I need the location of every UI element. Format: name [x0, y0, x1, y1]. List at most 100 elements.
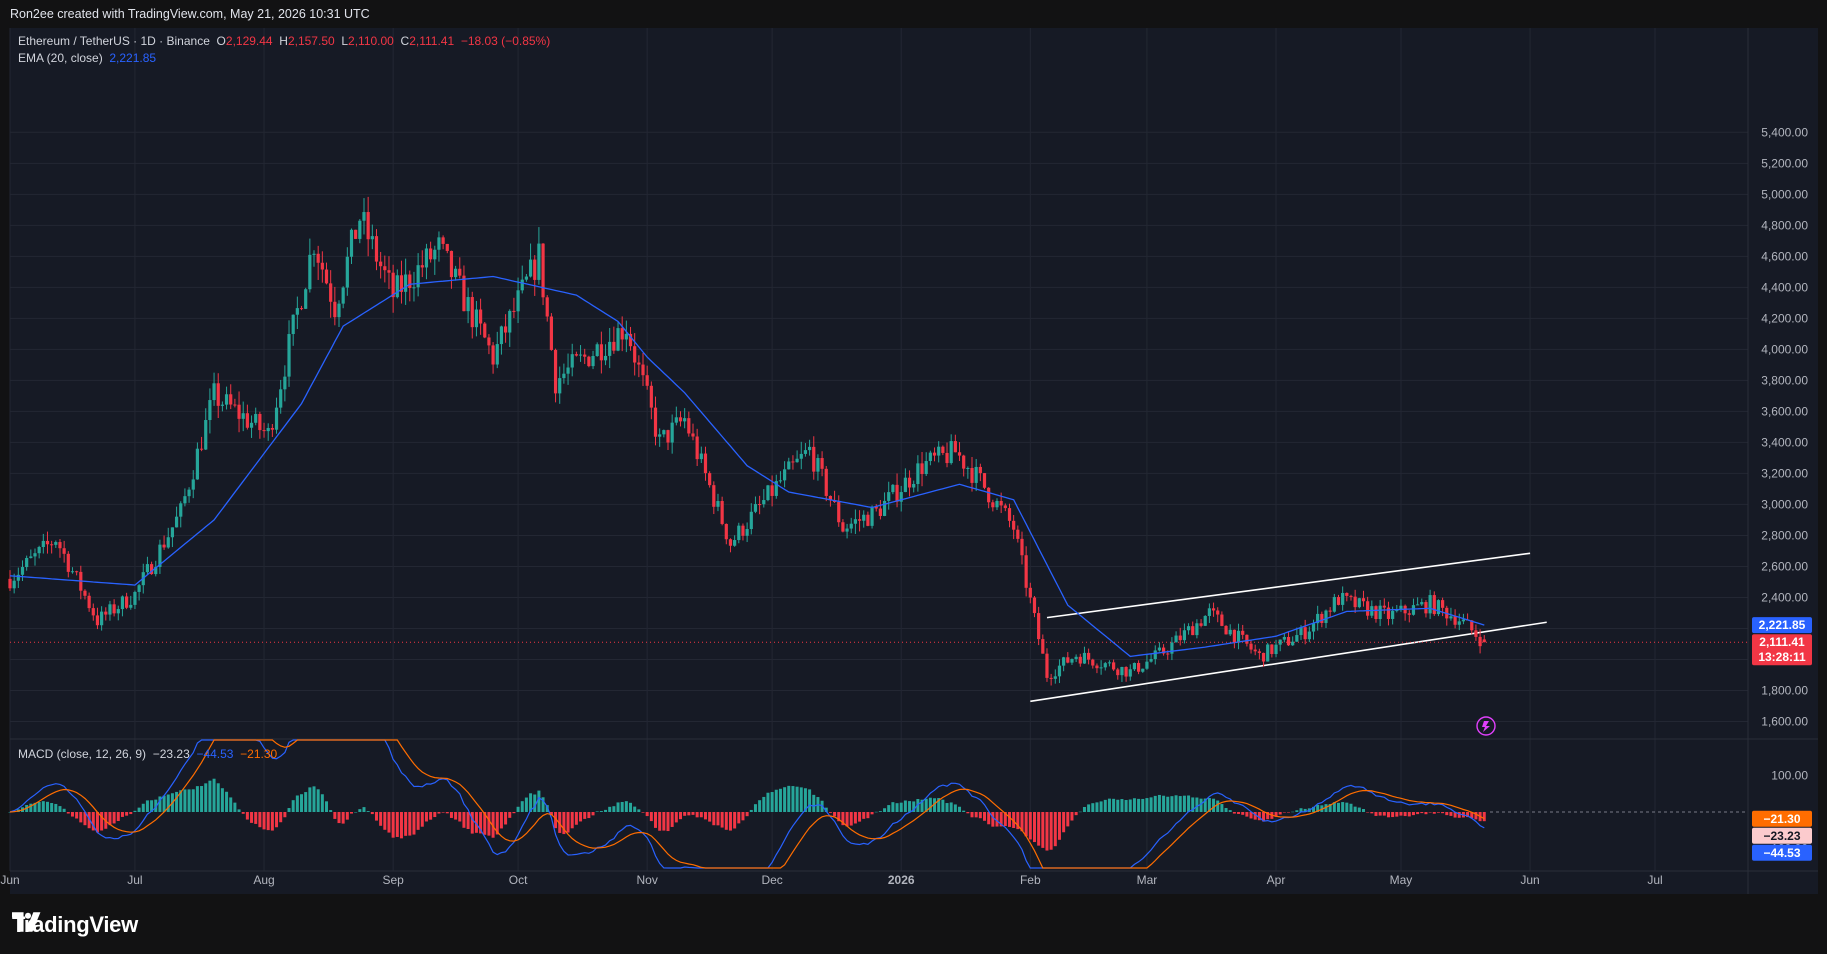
- chart-frame[interactable]: [10, 28, 1818, 894]
- candle-body: [903, 477, 907, 493]
- macd-hist-bar: [1399, 812, 1403, 816]
- candle-body: [274, 407, 279, 430]
- macd-hist-bar: [370, 812, 374, 815]
- macd-hist-bar: [758, 800, 762, 812]
- candle-body: [404, 274, 408, 292]
- macd-hist-bar: [1195, 797, 1199, 812]
- candle-body: [1245, 634, 1249, 644]
- candle-body: [941, 446, 945, 453]
- macd-hist-bar: [1457, 812, 1461, 818]
- candle-body: [516, 290, 520, 312]
- macd-hist-bar: [37, 802, 41, 812]
- candle-body: [383, 266, 387, 271]
- candle-body: [766, 485, 770, 501]
- price-tick-label: 4,000.00: [1761, 342, 1808, 356]
- candle-body: [354, 229, 358, 239]
- macd-hist-bar: [1095, 802, 1099, 812]
- grid-lines: [9, 28, 1748, 871]
- candle-body: [874, 506, 878, 509]
- ema-tag-text: 2,221.85: [1759, 618, 1806, 632]
- tradingview-logo[interactable]: TradingView: [12, 912, 138, 938]
- macd-hist-bar: [1057, 812, 1061, 840]
- candle-body: [1228, 629, 1232, 635]
- candle-body: [266, 427, 270, 432]
- candle-body: [25, 557, 29, 568]
- macd-hist-bar: [778, 788, 782, 812]
- macd-hist-bar: [745, 812, 749, 817]
- macd-hist-bar: [620, 801, 624, 812]
- macd-hist-bar: [1257, 812, 1261, 821]
- candle-body: [295, 308, 299, 315]
- macd-hist-bar: [66, 812, 70, 814]
- channel-upper-line: [1046, 552, 1531, 619]
- candle-body: [803, 450, 808, 454]
- macd-hist-bar: [1282, 812, 1286, 813]
- macd-hist-bar: [770, 792, 774, 812]
- candle-body: [370, 236, 374, 240]
- macd-hist-bar: [741, 812, 745, 821]
- macd-hist-bar: [320, 794, 324, 812]
- macd-hist-bar: [678, 812, 682, 820]
- ema-label: EMA (20, close): [18, 51, 103, 65]
- macd-hist-bar: [437, 812, 441, 814]
- candle-body: [562, 373, 566, 379]
- macd-hist-bar: [1207, 797, 1211, 812]
- candle-body: [445, 243, 449, 251]
- candle-body: [1270, 644, 1274, 655]
- symbol-legend[interactable]: Ethereum / TetherUS · 1D · Binance O2,12…: [18, 34, 550, 48]
- candle-body: [1395, 610, 1399, 612]
- macd-hist-bar: [1391, 812, 1395, 818]
- candle-body: [1324, 610, 1328, 623]
- macd-hist-bar: [200, 786, 204, 812]
- macd-hist-bar: [541, 797, 545, 812]
- macd-hist-bar: [1174, 795, 1178, 812]
- macd-hist-bar: [129, 812, 133, 815]
- attribution-bar: Ron2ee created with TradingView.com, May…: [0, 0, 1827, 28]
- macd-hist-bar: [474, 812, 478, 833]
- candle-body: [1407, 613, 1411, 615]
- macd-hist-bar: [1087, 804, 1091, 812]
- time-tick-label: Sep: [382, 873, 404, 887]
- macd-hist-bar: [928, 797, 932, 812]
- ema-line: [9, 275, 1485, 658]
- candle-body: [603, 355, 608, 361]
- macd-hist-bar: [424, 812, 428, 822]
- candle-body: [670, 422, 674, 443]
- candle-body: [957, 452, 962, 456]
- macd-hist-bar: [591, 812, 595, 816]
- high-label: H: [279, 34, 288, 48]
- candle-body: [653, 407, 658, 437]
- macd-hist-bar: [949, 802, 953, 812]
- macd-hist-bar: [549, 812, 553, 816]
- macd-legend[interactable]: MACD (close, 12, 26, 9) −23.23 −44.53 −2…: [18, 747, 277, 761]
- candle-body: [1116, 669, 1120, 676]
- ema-legend[interactable]: EMA (20, close) 2,221.85: [18, 51, 156, 65]
- candle-body: [412, 287, 416, 289]
- candle-body: [566, 367, 570, 374]
- candle-body: [812, 446, 816, 472]
- macd-hist-bar: [737, 812, 741, 824]
- ema-value: 2,221.85: [109, 51, 157, 65]
- candle-body: [574, 354, 578, 356]
- candle-body: [499, 326, 504, 345]
- macd-hist-bar: [1274, 812, 1278, 817]
- macd-hist-bar: [1157, 794, 1161, 812]
- macd-hist-bar: [766, 792, 770, 812]
- macd-hist-bar: [999, 812, 1003, 827]
- candle-body: [1374, 606, 1378, 620]
- candle-body: [62, 548, 66, 554]
- candle-body: [1307, 631, 1311, 640]
- macd-hist-bar: [1153, 795, 1157, 812]
- macd-hist-bar: [599, 811, 603, 812]
- macd-hist-bar: [1407, 812, 1411, 817]
- candle-body: [1249, 643, 1253, 650]
- candle-body: [466, 297, 470, 312]
- macd-hist-bar: [853, 812, 857, 824]
- candle-body: [8, 578, 12, 589]
- macd-hist-bar: [612, 806, 616, 812]
- macd-hist-bar: [733, 812, 737, 829]
- macd-hist-bar: [1303, 808, 1307, 812]
- macd-hist-bar: [1328, 803, 1332, 812]
- candle-body: [1157, 647, 1162, 651]
